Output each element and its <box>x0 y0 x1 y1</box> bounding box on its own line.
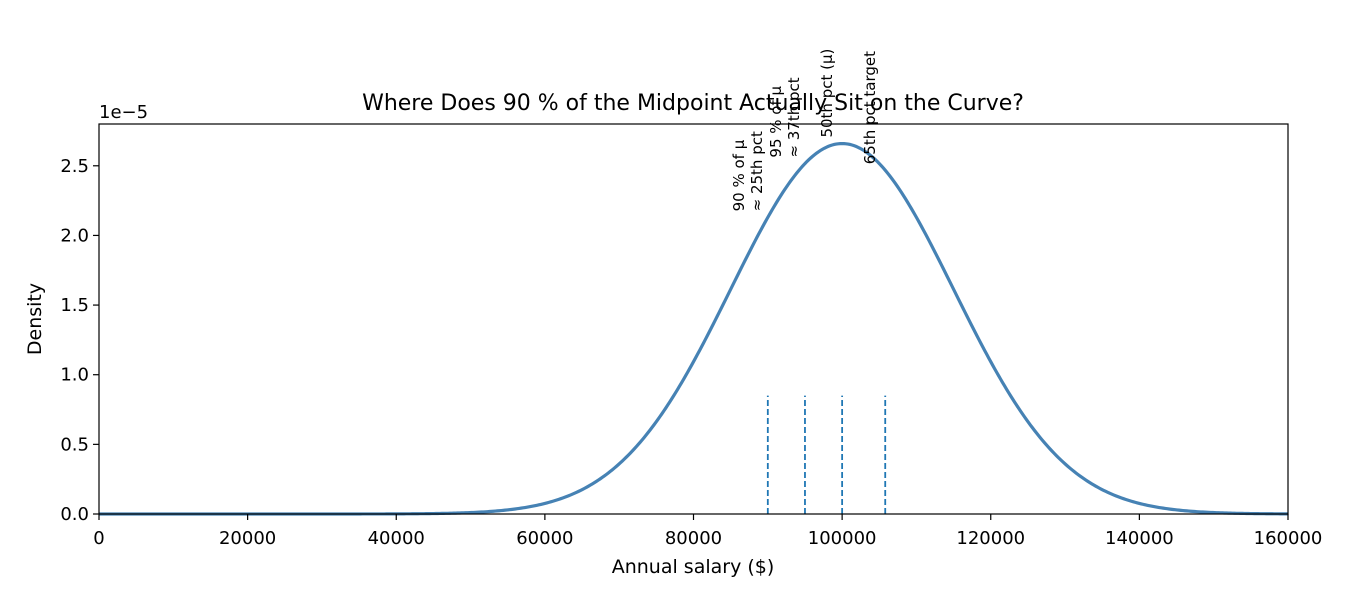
marker-annotation-2: 95 % of μ ≈ 37th pct <box>767 77 803 157</box>
marker-annotation-3: 50th pct (μ) <box>818 49 836 138</box>
x-tick-label-8: 160000 <box>1254 528 1323 549</box>
y-tick-label-1: 0.5 <box>60 434 89 455</box>
y-axis-offset-text: 1e−5 <box>99 102 148 123</box>
marker-annotation-line1-2: 95 % of μ <box>767 85 785 157</box>
x-tick-label-1: 20000 <box>219 528 276 549</box>
marker-annotation-line1-4: 65th pct target <box>861 51 879 164</box>
plot-frame <box>98 123 1289 515</box>
marker-annotation-line1-1: 90 % of μ <box>730 139 748 211</box>
x-tick-label-6: 120000 <box>956 528 1025 549</box>
x-tick-label-7: 140000 <box>1105 528 1174 549</box>
x-tick-label-4: 80000 <box>665 528 722 549</box>
y-tick-label-4: 2.0 <box>60 225 89 246</box>
x-tick-label-5: 100000 <box>808 528 877 549</box>
marker-annotation-line2-1: ≈ 25th pct <box>748 131 766 211</box>
y-tick-label-0: 0.0 <box>60 504 89 525</box>
marker-annotation-line1-3: 50th pct (μ) <box>818 49 836 138</box>
marker-annotation-line2-2: ≈ 37th pct <box>785 77 803 157</box>
marker-annotation-4: 65th pct target <box>861 51 879 164</box>
y-tick-label-2: 1.0 <box>60 365 89 386</box>
marker-annotation-1: 90 % of μ ≈ 25th pct <box>730 131 766 211</box>
x-axis-label: Annual salary ($) <box>612 556 775 578</box>
y-tick-label-5: 2.5 <box>60 156 89 177</box>
x-tick-label-3: 60000 <box>516 528 573 549</box>
density-curve <box>99 141 1289 516</box>
x-tick-label-2: 40000 <box>368 528 425 549</box>
x-tick-label-0: 0 <box>93 528 104 549</box>
y-tick-label-3: 1.5 <box>60 295 89 316</box>
y-axis-label: Density <box>24 283 46 355</box>
chart-title: Where Does 90 % of the Midpoint Actually… <box>362 91 1024 116</box>
